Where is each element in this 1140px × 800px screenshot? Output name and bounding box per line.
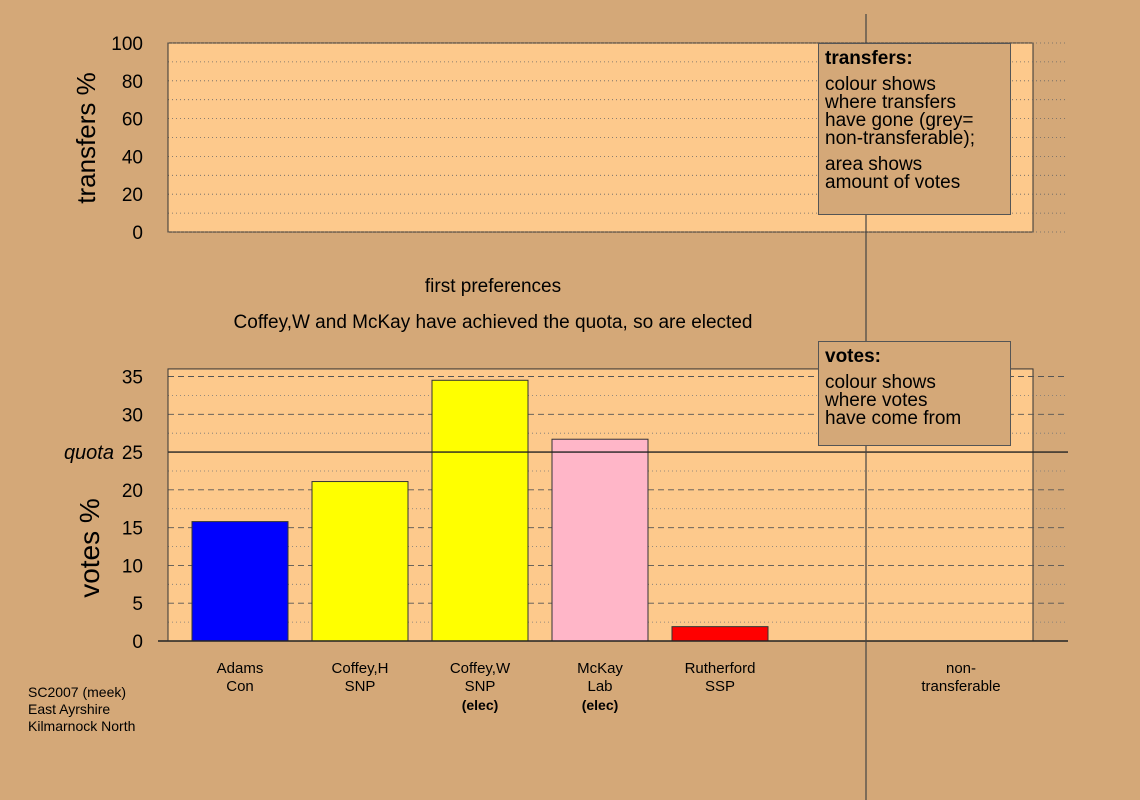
candidate-name: Rutherford [684,660,756,677]
transfers-legend-line: amount of votes [825,172,961,193]
transfers-tick-label: 100 [111,34,143,55]
candidate-party: SSP [704,678,735,695]
votes-legend-line: where votes [825,390,928,411]
candidate-party: Lab [587,678,613,695]
footer-line: SC2007 (meek) [28,684,127,700]
elected-marker: (elec) [581,697,619,713]
vote-bar [311,481,409,642]
candidate-label: Adams Con [185,660,295,696]
candidate-party: SNP [464,678,496,695]
candidate-label: Coffey,H SNP [305,660,415,696]
votes-legend-line: have come from [825,408,962,429]
votes-legend: votes: colour shows where votes have com… [818,341,1011,446]
votes-y-axis-label: votes % [74,498,105,598]
quota-label: quota [64,442,114,464]
vote-bar [671,626,769,642]
elected-marker: (elec) [461,697,499,713]
vote-bar [551,438,649,642]
candidate-label: Coffey,W SNP (elec) [425,660,535,714]
votes-tick-label: 20 [122,481,143,502]
transfers-legend-title: transfers: [825,48,913,69]
candidate-name: McKay [577,660,623,677]
candidate-name: Coffey,W [449,660,511,677]
votes-tick-label: 25 [122,443,143,464]
transfers-legend-line: non-transferable); [825,128,975,149]
candidate-name: Coffey,H [331,660,389,677]
footer: SC2007 (meek) East Ayrshire Kilmarnock N… [28,684,135,735]
candidate-party: Con [226,678,254,695]
nontransferable-label-line: non- [945,660,977,677]
votes-tick-label: 5 [132,594,143,615]
votes-tick-label: 30 [122,405,143,426]
candidate-party: SNP [344,678,376,695]
candidate-label: McKay Lab (elec) [545,660,655,714]
votes-tick-label: 35 [122,368,143,389]
chart-subtitle: Coffey,W and McKay have achieved the quo… [233,312,753,333]
votes-legend-title: votes: [825,346,881,367]
nontransferable-label-line: transferable [921,678,1001,695]
votes-legend-line: colour shows [825,372,936,393]
transfers-tick-label: 80 [122,72,143,93]
transfers-tick-label: 0 [132,223,143,244]
vote-bar [191,521,289,642]
transfers-legend-line: where transfers [825,92,956,113]
footer-line: East Ayrshire [28,701,111,717]
transfers-tick-label: 20 [122,185,143,206]
transfers-legend-line: colour shows [825,74,936,95]
votes-tick-label: 10 [122,556,143,577]
nontransferable-label: non- transferable [906,660,1016,696]
votes-panel: 0 5 10 15 20 25 30 35 quota votes % [64,368,1068,653]
transfers-y-axis-label: transfers % [71,72,101,204]
chart-title: first preferences [424,276,562,297]
transfers-legend: transfers: colour shows where transfers … [818,43,1011,215]
candidate-label: Rutherford SSP [665,660,775,696]
vote-bar [431,379,529,642]
votes-tick-label: 0 [132,632,143,653]
transfers-tick-label: 60 [122,110,143,131]
footer-line: Kilmarnock North [28,718,136,734]
transfers-legend-line: area shows [825,154,923,175]
transfers-legend-line: have gone (grey= [825,110,974,131]
transfers-tick-label: 40 [122,147,143,168]
candidate-name: Adams [216,660,264,677]
votes-tick-label: 15 [122,519,143,540]
